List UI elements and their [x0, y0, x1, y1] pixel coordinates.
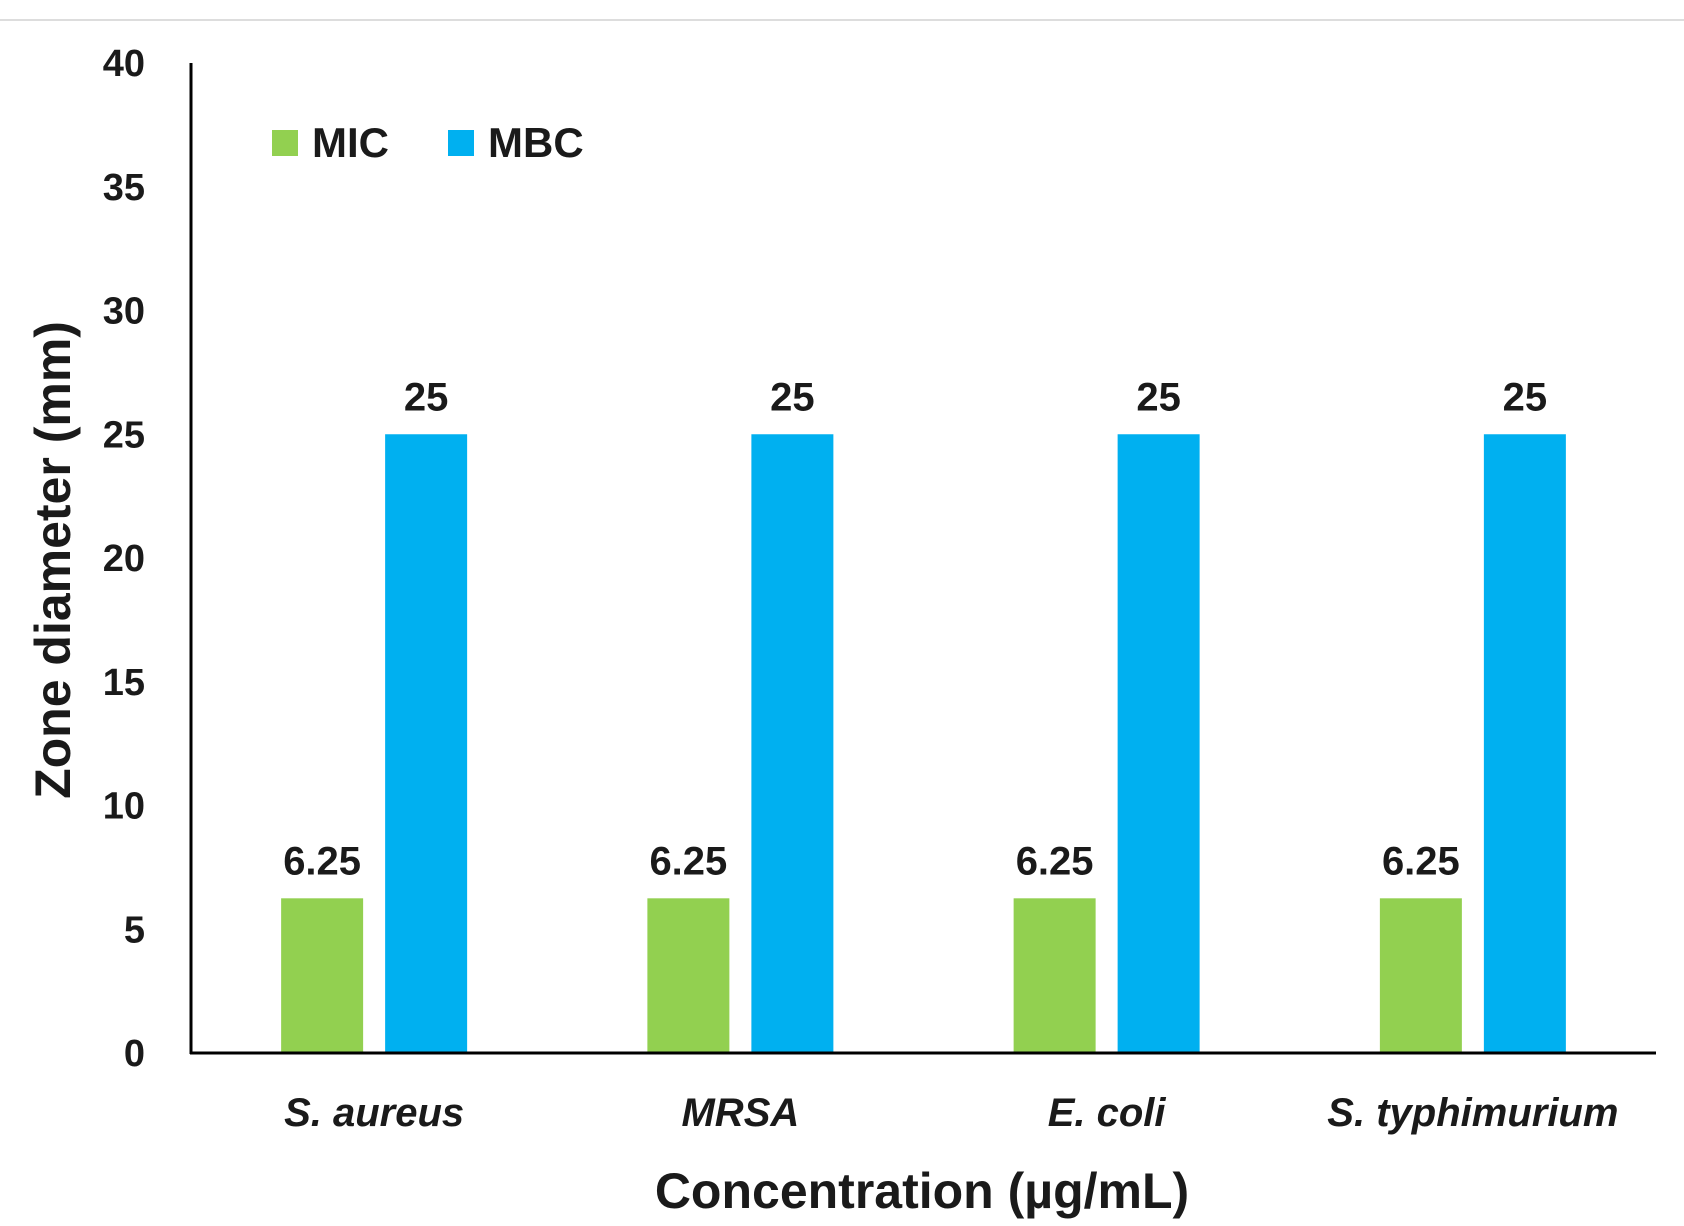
- x-category-label: E. coli: [1048, 1091, 1167, 1135]
- bar-mic: [281, 898, 364, 1053]
- bar-mbc: [385, 434, 468, 1053]
- y-tick-label: 5: [124, 909, 145, 951]
- legend-swatch-mic: [272, 130, 298, 156]
- x-category-label: S. aureus: [284, 1091, 464, 1135]
- bar-mic: [1013, 898, 1096, 1053]
- bar-mbc: [1117, 434, 1200, 1053]
- bars: [281, 434, 1566, 1053]
- y-tick-label: 35: [103, 167, 145, 209]
- data-label-mic: 6.25: [283, 839, 361, 883]
- y-tick-label: 25: [103, 414, 145, 456]
- legend-label-mic: MIC: [312, 119, 389, 166]
- bar-mic: [1379, 898, 1462, 1053]
- bar-mbc: [751, 434, 834, 1053]
- bar-mic: [647, 898, 730, 1053]
- data-labels: 6.25 25 6.25 25 6.25 25 6.25 25: [283, 375, 1547, 883]
- legend-swatch-mbc: [448, 130, 474, 156]
- data-label-mbc: 25: [1503, 375, 1548, 419]
- x-axis-category-labels: S. aureus MRSA E. coli S. typhimurium: [284, 1091, 1618, 1135]
- data-label-mic: 6.25: [1016, 839, 1094, 883]
- x-category-label: S. typhimurium: [1327, 1091, 1618, 1135]
- y-tick-label: 10: [103, 786, 145, 828]
- y-axis-title: Zone diameter (mm): [25, 321, 81, 799]
- legend: MIC MBC: [272, 119, 584, 166]
- y-tick-label: 0: [124, 1033, 145, 1075]
- bar-mbc: [1483, 434, 1566, 1053]
- data-label-mic: 6.25: [1382, 839, 1460, 883]
- legend-label-mbc: MBC: [488, 119, 584, 166]
- y-axis-ticks: 0 5 10 15 20 25 30 35 40: [103, 43, 145, 1075]
- x-category-label: MRSA: [681, 1091, 799, 1135]
- y-tick-label: 20: [103, 538, 145, 580]
- data-label-mic: 6.25: [649, 839, 727, 883]
- y-tick-label: 40: [103, 43, 145, 85]
- data-label-mbc: 25: [1136, 375, 1181, 419]
- data-label-mbc: 25: [404, 375, 449, 419]
- y-tick-label: 30: [103, 291, 145, 333]
- x-axis-title: Concentration (µg/mL): [655, 1163, 1189, 1219]
- data-label-mbc: 25: [770, 375, 815, 419]
- y-tick-label: 15: [103, 662, 145, 704]
